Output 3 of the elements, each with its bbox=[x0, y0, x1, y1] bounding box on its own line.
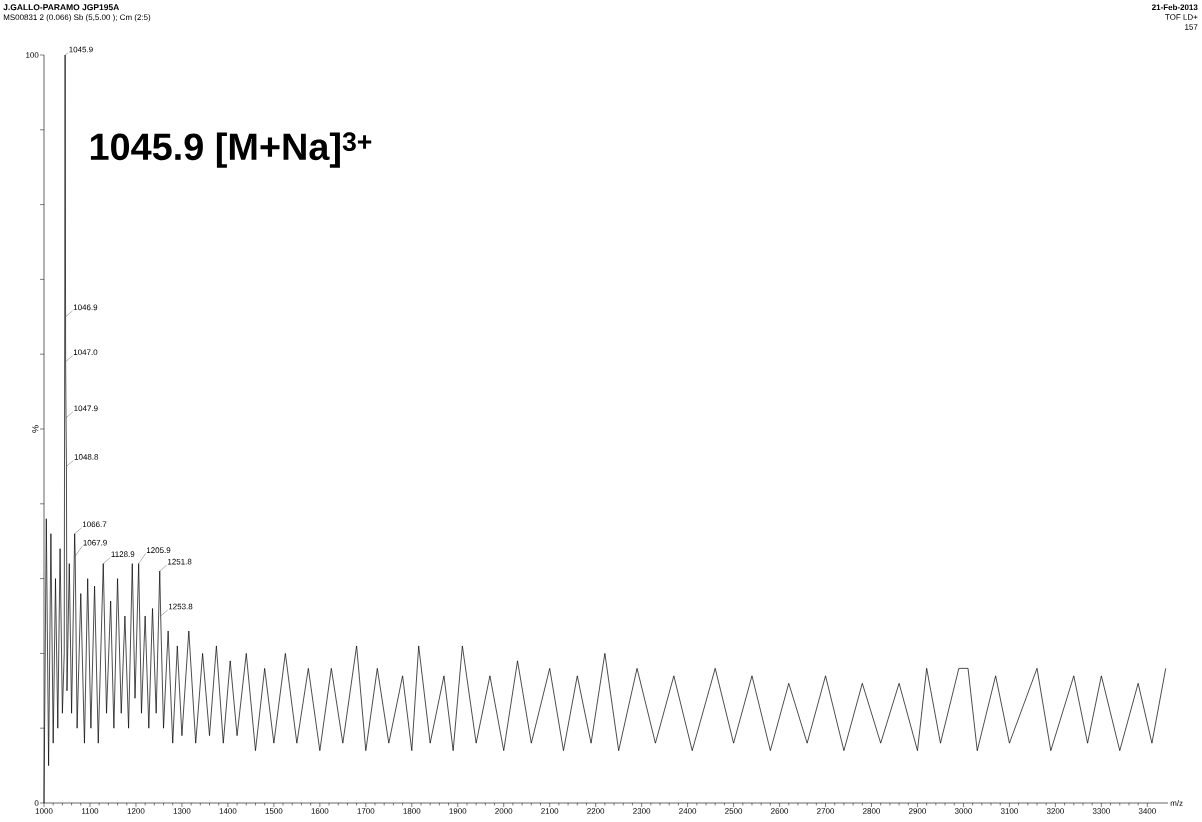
chart-title: J.GALLO-PARAMO JGP195A bbox=[3, 4, 120, 11]
y-axis-title: % bbox=[32, 425, 39, 433]
annotation: 1045.9 [M+Na]$^{3+}$ bbox=[90, 132, 372, 168]
